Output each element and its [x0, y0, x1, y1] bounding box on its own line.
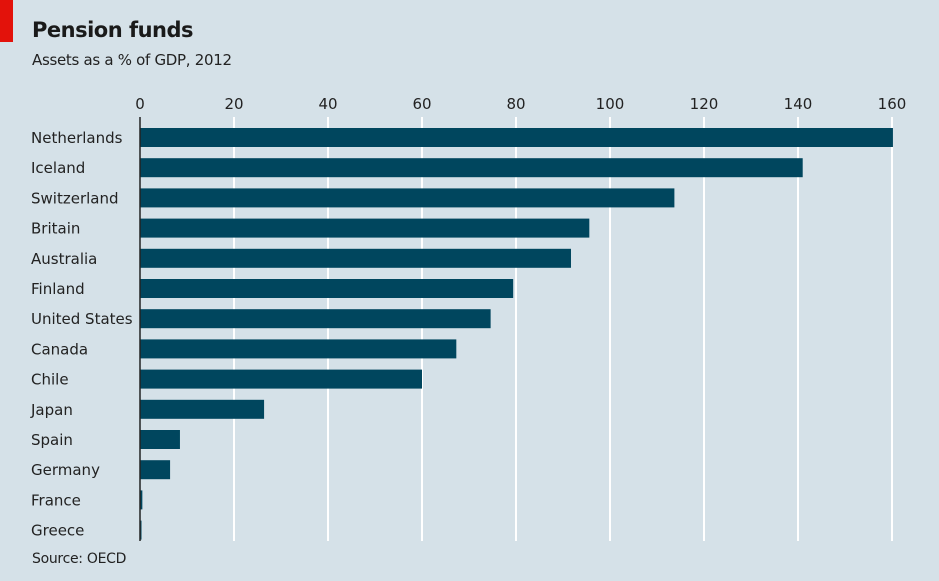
bar [140, 188, 675, 208]
category-label: Switzerland [31, 189, 119, 207]
category-label: France [31, 491, 81, 509]
x-tick-labels: 0 20 40 60 80 100 120 140 160 [135, 95, 906, 113]
x-tick-label: 20 [224, 95, 243, 113]
x-tick-label: 120 [690, 95, 719, 113]
x-tick-label: 140 [784, 95, 813, 113]
bar [140, 279, 514, 298]
category-label: Chile [31, 371, 69, 389]
x-tick-label: 40 [318, 95, 337, 113]
bar [140, 218, 590, 238]
category-label: Japan [30, 401, 73, 419]
x-tick-label: 0 [135, 95, 145, 113]
accent-red-bar [0, 0, 13, 42]
category-label: United States [31, 310, 133, 328]
category-label: Britain [31, 220, 80, 238]
category-label: Netherlands [31, 129, 123, 147]
category-label: Canada [31, 340, 88, 358]
bar [140, 339, 457, 359]
source-note: Source: OECD [32, 551, 127, 567]
category-label: Greece [31, 522, 84, 540]
category-labels: Netherlands Iceland Switzerland Britain Aust… [30, 129, 133, 540]
category-label: Iceland [31, 159, 85, 177]
x-tick-label: 100 [596, 95, 625, 113]
category-label: Spain [31, 431, 73, 449]
chart-title: Pension funds [32, 18, 194, 42]
bar [140, 399, 265, 419]
bar [140, 309, 491, 329]
bar [140, 248, 571, 268]
chart-subtitle: Assets as a % of GDP, 2012 [32, 51, 232, 69]
bar [140, 158, 803, 178]
gridlines [233, 117, 893, 541]
category-label: Australia [31, 250, 97, 268]
category-label: Finland [31, 280, 85, 298]
x-tick-label: 160 [878, 95, 907, 113]
bar [140, 128, 893, 147]
bar [140, 430, 180, 449]
x-tick-label: 60 [412, 95, 431, 113]
bar [140, 460, 171, 480]
category-label: Germany [31, 461, 100, 479]
bars [140, 128, 893, 540]
bar [140, 369, 422, 389]
bar [140, 490, 143, 510]
x-tick-label: 80 [506, 95, 525, 113]
